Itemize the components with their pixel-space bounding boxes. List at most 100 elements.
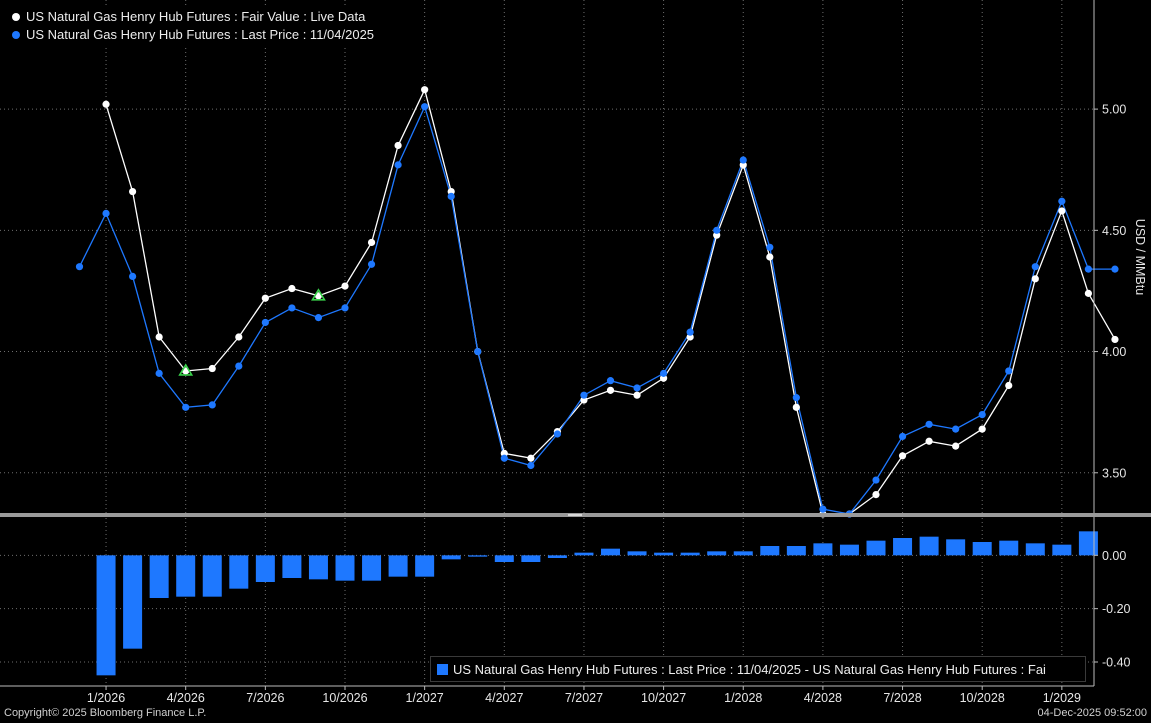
bar-series [96,531,1098,676]
point-last-price [341,304,349,312]
x-tick-label: 1/2028 [724,691,762,705]
point-last-price [819,505,827,513]
point-fair-value [952,442,960,450]
bar-4/2027 [494,555,514,562]
bar-11/2026 [362,555,382,581]
bar-5/2028 [839,544,859,556]
point-last-price [978,410,986,419]
point-fair-value [129,187,137,196]
point-last-price [1084,265,1092,273]
point-fair-value [978,425,986,433]
bar-9/2026 [308,555,328,580]
bar-3/2027 [468,555,488,557]
point-fair-value [367,238,376,247]
x-tick-label: 7/2028 [883,691,921,705]
bar-2/2028 [760,546,780,556]
bar-7/2027 [574,552,594,556]
point-last-price [474,347,482,356]
white-dot-icon [12,13,20,21]
bar-2/2027 [441,555,461,560]
point-last-price [713,226,721,234]
copyright-text: Copyright© 2025 Bloomberg Finance L.P. [4,707,207,719]
point-last-price [102,209,110,217]
series-line-last-price [78,104,1115,515]
bar-5/2026 [202,555,222,597]
point-fair-value [1058,207,1066,215]
blue-square-icon [437,663,448,675]
point-last-price [367,260,376,268]
point-last-price [447,192,455,200]
point-last-price [739,156,747,164]
point-fair-value [925,437,933,445]
bar-1/2026 [96,555,116,676]
point-last-price [235,362,243,370]
point-last-price [394,161,402,169]
point-last-price [1111,265,1119,273]
point-last-price [314,314,323,322]
axes [0,0,1151,690]
point-last-price [288,304,296,312]
bar-8/2026 [282,555,302,578]
point-fair-value [1005,381,1013,390]
y-tick-label-bottom: -0.20 [1102,602,1131,616]
bar-6/2027 [547,555,567,558]
point-fair-value [394,141,402,150]
blue-dot-icon [12,31,20,39]
x-tick-label: 4/2028 [804,691,842,705]
series-line-fair-value [105,87,1116,515]
point-last-price [792,394,800,402]
bar-9/2028 [946,539,966,556]
y-axis-title: USD / MMBtu [1133,219,1147,295]
y-tick-label-bottom: -0.40 [1102,656,1131,670]
point-last-price [129,272,137,280]
bar-7/2026 [255,555,275,582]
point-fair-value [261,294,269,302]
bar-12/2026 [388,555,408,577]
point-fair-value [102,100,110,108]
point-fair-value [288,284,296,293]
divider-handle [568,514,582,516]
bar-legend: US Natural Gas Henry Hub Futures : Last … [430,656,1086,682]
point-last-price [1005,367,1013,375]
point-last-price [182,403,190,411]
point-last-price [500,454,508,462]
point-last-price [1031,263,1039,271]
bar-9/2027 [627,551,647,556]
line-series [75,86,1119,518]
point-last-price [155,369,163,377]
point-fair-value [1111,335,1119,344]
bar-10/2027 [654,552,674,556]
bar-6/2028 [866,540,886,556]
bar-3/2028 [786,546,806,556]
point-fair-value [606,386,615,394]
x-tick-label: 7/2026 [246,691,284,705]
point-last-price [766,243,774,251]
y-tick-label-top: 4.00 [1102,345,1126,359]
y-tick-label-top: 5.00 [1102,103,1126,117]
bar-11/2027 [680,552,700,556]
point-last-price [421,103,429,111]
tick-labels: 1/2026 4/2026 7/2026 10/2026 1/2027 4/2027 7/2… [87,103,1147,705]
point-fair-value [766,253,774,261]
bar-5/2027 [521,555,541,562]
bar-7/2028 [893,538,913,556]
top-legend: US Natural Gas Henry Hub Futures : Fair … [6,6,381,48]
point-last-price [660,369,668,377]
point-last-price [75,263,84,271]
bar-2/2026 [123,555,143,649]
x-tick-label: 10/2026 [322,691,367,705]
bar-2/2029 [1078,531,1098,556]
x-tick-label: 10/2028 [960,691,1005,705]
legend-entry-last-price: US Natural Gas Henry Hub Futures : Last … [12,26,374,44]
bar-1/2028 [733,551,753,556]
bar-4/2028 [813,543,833,556]
y-tick-label-bottom: 0.00 [1102,549,1126,563]
y-tick-label-top: 3.50 [1102,466,1126,480]
bar-1/2027 [415,555,435,577]
point-fair-value [792,403,800,411]
point-last-price [1058,197,1066,205]
bar-12/2027 [707,551,727,556]
bar-10/2028 [972,542,992,556]
bar-8/2027 [601,548,620,556]
